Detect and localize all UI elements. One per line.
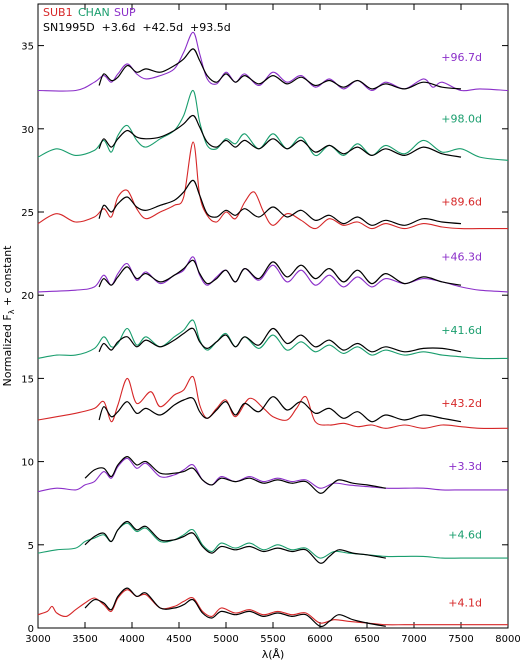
legend-observed: SN1995D +3.6d +42.5d +93.5d [43,21,231,34]
series-2 [37,89,509,161]
legend: SUB1 CHAN SUP SN1995D +3.6d +42.5d +93.5… [43,6,231,34]
series-epoch-label: +96.7d [441,51,482,64]
x-tick-label: 6500 [354,634,379,645]
axis-ticks: 3000 3500 4000 4500 5000 5500 6000 6500 7000 7500… [21,4,520,645]
x-tick-label: 3500 [72,634,97,645]
x-tick-label: 7500 [448,634,473,645]
y-axis-label: Normalized Fλ + constant [1,245,16,387]
y-tick-label: 20 [21,291,34,302]
series-6 [37,375,509,429]
x-tick-label: 6000 [307,634,332,645]
observed-spectrum-line [84,587,386,628]
series-epoch-label: +46.3d [441,251,482,264]
plot-frame [37,3,509,629]
x-tick-label: 8000 [495,634,520,645]
y-axis-label-main: Normalized F [1,314,14,386]
series-labels: +96.7d +98.0d +89.6d +46.3d +41.6d +43.2d +3.3… [441,51,482,610]
model-spectrum-line [37,89,509,161]
legend-model-sub1: SUB1 [43,6,73,19]
model-spectrum-line [37,141,508,230]
y-axis-label-sub: λ [7,309,16,314]
observed-spectrum-line [98,48,462,90]
x-tick-label: 5000 [213,634,238,645]
model-spectrum-line [37,522,508,559]
x-tick-label: 5500 [260,634,285,645]
observed-spectrum-line [98,179,462,226]
series-epoch-label: +3.3d [448,460,482,473]
y-tick-label: 35 [21,42,34,53]
x-tick-label: 3000 [25,634,50,645]
observed-spectrum-line [98,259,462,288]
legend-model-chan: CHAN [78,6,110,19]
series-epoch-label: +43.2d [441,397,482,410]
series-epoch-label: +4.1d [448,597,482,610]
x-tick-label: 4500 [166,634,191,645]
series-layer [37,31,509,628]
y-tick-label: 5 [28,541,34,552]
series-epoch-label: +4.6d [448,528,482,541]
x-tick-label: 4000 [119,634,144,645]
model-spectrum-line [37,589,508,626]
series-5 [37,319,509,360]
model-spectrum-line [37,31,509,92]
y-tick-label: 15 [21,374,34,385]
model-spectrum-line [37,457,508,493]
x-axis-label: λ(Å) [262,648,285,661]
series-3 [37,141,508,230]
model-spectrum-line [37,319,509,360]
y-axis-label-suffix: + constant [1,245,14,310]
series-8 [37,520,508,564]
observed-spectrum-line [98,396,462,423]
model-spectrum-line [37,375,509,429]
series-4 [37,256,509,293]
y-tick-label: 0 [28,624,34,635]
observed-spectrum-line [98,114,462,158]
series-epoch-label: +41.6d [441,324,482,337]
observed-spectrum-line [84,455,386,494]
legend-model-sup: SUP [114,6,136,19]
series-9 [37,587,508,628]
series-epoch-label: +89.6d [441,196,482,209]
y-tick-label: 30 [21,125,34,136]
series-epoch-label: +98.0d [441,112,482,125]
observed-spectrum-line [84,520,386,564]
observed-spectrum-line [98,327,462,353]
series-1 [37,31,509,92]
x-tick-label: 7000 [401,634,426,645]
series-7 [37,455,508,494]
y-tick-label: 10 [21,458,34,469]
y-tick-label: 25 [21,208,34,219]
